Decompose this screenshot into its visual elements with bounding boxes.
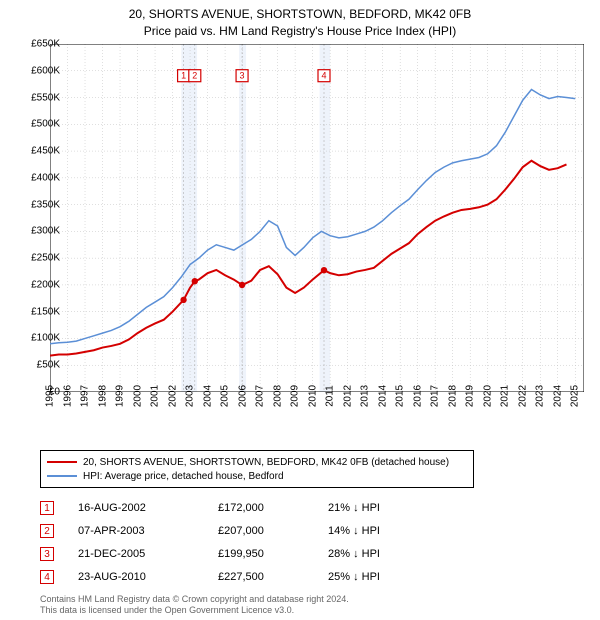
svg-text:4: 4 xyxy=(321,71,326,81)
sale-date: 16-AUG-2002 xyxy=(78,502,218,514)
x-tick-label: 1997 xyxy=(80,385,91,407)
sale-marker-icon: 3 xyxy=(40,547,54,561)
sales-table: 1 16-AUG-2002£172,00021% ↓ HPI 2 07-APR-200… xyxy=(40,498,428,590)
x-tick-label: 2016 xyxy=(412,385,423,407)
y-tick-label: £200K xyxy=(31,279,60,290)
sale-row: 2 07-APR-2003£207,00014% ↓ HPI xyxy=(40,521,428,541)
sale-price: £172,000 xyxy=(218,502,328,514)
x-tick-label: 2006 xyxy=(237,385,248,407)
legend-row: 20, SHORTS AVENUE, SHORTSTOWN, BEDFORD, … xyxy=(47,455,467,469)
x-tick-label: 1998 xyxy=(97,385,108,407)
y-tick-label: £150K xyxy=(31,306,60,317)
sale-row: 1 16-AUG-2002£172,00021% ↓ HPI xyxy=(40,498,428,518)
title-line-2: Price paid vs. HM Land Registry's House … xyxy=(0,23,600,40)
legend-label: HPI: Average price, detached house, Bedf… xyxy=(83,471,284,482)
sale-marker-icon: 2 xyxy=(40,524,54,538)
x-tick-label: 2007 xyxy=(255,385,266,407)
y-tick-label: £550K xyxy=(31,92,60,103)
sale-marker-icon: 1 xyxy=(40,501,54,515)
sale-row: 3 21-DEC-2005£199,95028% ↓ HPI xyxy=(40,544,428,564)
y-tick-label: £450K xyxy=(31,146,60,157)
sale-row: 4 23-AUG-2010£227,50025% ↓ HPI xyxy=(40,567,428,587)
legend-row: HPI: Average price, detached house, Bedf… xyxy=(47,469,467,483)
footer-line-1: Contains HM Land Registry data © Crown c… xyxy=(40,594,349,605)
x-tick-label: 2018 xyxy=(447,385,458,407)
x-tick-label: 2024 xyxy=(552,385,563,407)
y-tick-label: £400K xyxy=(31,172,60,183)
y-tick-label: £50K xyxy=(37,360,60,371)
x-tick-label: 1999 xyxy=(115,385,126,407)
x-tick-label: 2011 xyxy=(325,385,336,407)
x-tick-label: 2020 xyxy=(482,385,493,407)
sale-price: £227,500 xyxy=(218,571,328,583)
sale-marker-icon: 4 xyxy=(40,570,54,584)
sale-diff: 14% ↓ HPI xyxy=(328,525,428,537)
x-tick-label: 2003 xyxy=(185,385,196,407)
svg-text:3: 3 xyxy=(240,71,245,81)
x-tick-label: 2002 xyxy=(167,385,178,407)
y-tick-label: £600K xyxy=(31,65,60,76)
y-tick-label: £250K xyxy=(31,253,60,264)
x-tick-label: 2017 xyxy=(430,385,441,407)
y-tick-label: £100K xyxy=(31,333,60,344)
sale-date: 21-DEC-2005 xyxy=(78,548,218,560)
x-tick-label: 2021 xyxy=(500,385,511,407)
legend-label: 20, SHORTS AVENUE, SHORTSTOWN, BEDFORD, … xyxy=(83,457,449,468)
footer-attribution: Contains HM Land Registry data © Crown c… xyxy=(40,594,349,616)
x-tick-label: 2025 xyxy=(570,385,581,407)
x-tick-label: 1996 xyxy=(62,385,73,407)
title-line-1: 20, SHORTS AVENUE, SHORTSTOWN, BEDFORD, … xyxy=(0,6,600,23)
x-tick-label: 2004 xyxy=(202,385,213,407)
sale-price: £199,950 xyxy=(218,548,328,560)
sale-date: 23-AUG-2010 xyxy=(78,571,218,583)
y-tick-label: £650K xyxy=(31,39,60,50)
x-tick-label: 2019 xyxy=(465,385,476,407)
x-tick-label: 1995 xyxy=(45,385,56,407)
chart-area: 12 3 4 xyxy=(50,44,584,392)
legend-swatch xyxy=(47,461,77,463)
x-tick-label: 2023 xyxy=(535,385,546,407)
x-tick-label: 2008 xyxy=(272,385,283,407)
x-tick-label: 2013 xyxy=(360,385,371,407)
x-tick-label: 2012 xyxy=(342,385,353,407)
sale-diff: 21% ↓ HPI xyxy=(328,502,428,514)
y-tick-label: £500K xyxy=(31,119,60,130)
x-tick-label: 2001 xyxy=(150,385,161,407)
x-tick-label: 2010 xyxy=(307,385,318,407)
x-tick-label: 2014 xyxy=(377,385,388,407)
x-tick-label: 2005 xyxy=(220,385,231,407)
legend: 20, SHORTS AVENUE, SHORTSTOWN, BEDFORD, … xyxy=(40,450,474,488)
x-tick-label: 2015 xyxy=(395,385,406,407)
footer-line-2: This data is licensed under the Open Gov… xyxy=(40,605,349,616)
chart-container: 20, SHORTS AVENUE, SHORTSTOWN, BEDFORD, … xyxy=(0,0,600,620)
x-tick-label: 2000 xyxy=(132,385,143,407)
line-chart-svg: 12 3 4 xyxy=(50,44,584,392)
x-tick-label: 2009 xyxy=(290,385,301,407)
legend-swatch xyxy=(47,475,77,477)
title-block: 20, SHORTS AVENUE, SHORTSTOWN, BEDFORD, … xyxy=(0,0,600,40)
sale-diff: 28% ↓ HPI xyxy=(328,548,428,560)
svg-text:2: 2 xyxy=(192,71,197,81)
y-tick-label: £300K xyxy=(31,226,60,237)
y-tick-label: £350K xyxy=(31,199,60,210)
x-tick-label: 2022 xyxy=(517,385,528,407)
sale-price: £207,000 xyxy=(218,525,328,537)
svg-text:1: 1 xyxy=(181,71,186,81)
sale-diff: 25% ↓ HPI xyxy=(328,571,428,583)
sale-date: 07-APR-2003 xyxy=(78,525,218,537)
